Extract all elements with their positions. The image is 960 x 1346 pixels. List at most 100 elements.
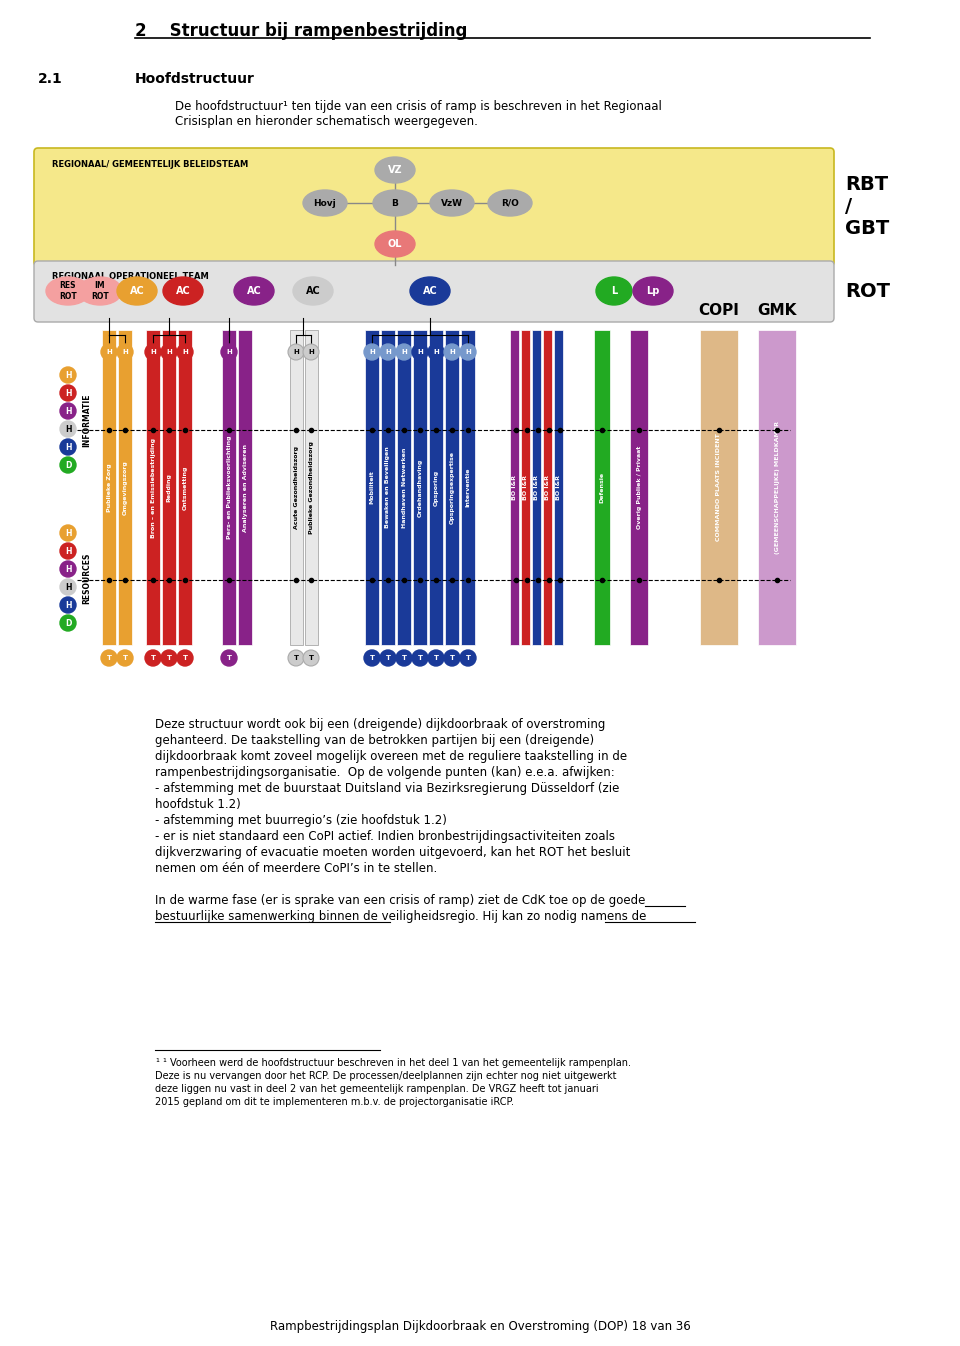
- Text: RBT
/
GBT: RBT / GBT: [845, 175, 889, 238]
- Text: gehanteerd. De taakstelling van de betrokken partijen bij een (dreigende): gehanteerd. De taakstelling van de betro…: [155, 734, 594, 747]
- Circle shape: [117, 650, 133, 666]
- Text: ¹: ¹: [155, 1058, 158, 1067]
- Text: BO I&R: BO I&R: [512, 475, 517, 499]
- Text: BO I&R: BO I&R: [523, 475, 528, 499]
- Circle shape: [303, 345, 319, 359]
- Text: H: H: [166, 349, 172, 355]
- Circle shape: [60, 615, 76, 631]
- Bar: [445, 330, 459, 645]
- Text: T: T: [401, 656, 406, 661]
- Circle shape: [60, 367, 76, 384]
- Circle shape: [161, 345, 177, 359]
- Text: T: T: [466, 656, 470, 661]
- Bar: [543, 330, 552, 645]
- Text: Mobiliteit: Mobiliteit: [370, 471, 374, 505]
- Text: T: T: [449, 656, 454, 661]
- Text: H: H: [64, 529, 71, 537]
- Text: H: H: [227, 349, 232, 355]
- Text: T: T: [294, 656, 299, 661]
- FancyBboxPatch shape: [34, 261, 834, 322]
- Text: T: T: [386, 656, 391, 661]
- Text: GMK: GMK: [757, 303, 797, 318]
- Text: BO I&R: BO I&R: [556, 475, 561, 499]
- Bar: [758, 330, 796, 645]
- Text: Publieke Zorg: Publieke Zorg: [107, 463, 111, 511]
- Circle shape: [221, 650, 237, 666]
- Text: 2.1: 2.1: [38, 71, 62, 86]
- Circle shape: [221, 345, 237, 359]
- Circle shape: [60, 579, 76, 595]
- Ellipse shape: [375, 157, 415, 183]
- Text: D: D: [65, 619, 71, 627]
- Bar: [102, 330, 116, 645]
- Text: T: T: [166, 656, 172, 661]
- Text: H: H: [449, 349, 455, 355]
- Text: H: H: [64, 583, 71, 591]
- Ellipse shape: [303, 190, 347, 215]
- Text: COMMANDO PLAATS INCIDENT: COMMANDO PLAATS INCIDENT: [716, 433, 722, 541]
- Text: BO I&R: BO I&R: [545, 475, 550, 499]
- Circle shape: [117, 345, 133, 359]
- Circle shape: [177, 345, 193, 359]
- Text: H: H: [385, 349, 391, 355]
- Circle shape: [60, 385, 76, 401]
- Text: H: H: [64, 443, 71, 451]
- Text: Ordehandhaving: Ordehandhaving: [418, 459, 422, 517]
- Bar: [305, 330, 318, 645]
- Text: T: T: [308, 656, 314, 661]
- Text: nemen om één of meerdere CoPI’s in te stellen.: nemen om één of meerdere CoPI’s in te st…: [155, 861, 437, 875]
- Text: B: B: [392, 198, 398, 207]
- Ellipse shape: [117, 277, 157, 306]
- Bar: [238, 330, 252, 645]
- Circle shape: [364, 345, 380, 359]
- Text: H: H: [370, 349, 374, 355]
- Text: H: H: [466, 349, 470, 355]
- Bar: [146, 330, 160, 645]
- Text: In de warme fase (er is sprake van een crisis of ramp) ziet de CdK toe op de goe: In de warme fase (er is sprake van een c…: [155, 894, 645, 907]
- Circle shape: [444, 650, 460, 666]
- Ellipse shape: [163, 277, 203, 306]
- Circle shape: [60, 402, 76, 419]
- Text: REGIONAAL OPERATIONEEL TEAM: REGIONAAL OPERATIONEEL TEAM: [52, 272, 208, 281]
- Text: Opsporingsexpertise: Opsporingsexpertise: [449, 451, 454, 524]
- Text: bestuurlijke samenwerking binnen de veiligheidsregio. Hij kan zo nodig namens de: bestuurlijke samenwerking binnen de veil…: [155, 910, 646, 923]
- Circle shape: [60, 525, 76, 541]
- Text: ¹ Voorheen werd de hoofdstructuur beschreven in het deel 1 van het gemeentelijk : ¹ Voorheen werd de hoofdstructuur beschr…: [163, 1058, 631, 1067]
- Bar: [521, 330, 530, 645]
- Text: R/O: R/O: [501, 198, 519, 207]
- Circle shape: [288, 345, 304, 359]
- Circle shape: [60, 542, 76, 559]
- Text: - er is niet standaard een CoPI actief. Indien bronbestrijdingsactiviteiten zoal: - er is niet standaard een CoPI actief. …: [155, 830, 615, 843]
- Text: H: H: [433, 349, 439, 355]
- Text: T: T: [107, 656, 111, 661]
- Text: Interventie: Interventie: [466, 468, 470, 507]
- Text: (GEMEENSCHAPPELIJKE) MELDKAMER: (GEMEENSCHAPPELIJKE) MELDKAMER: [775, 421, 780, 555]
- Text: H: H: [64, 600, 71, 610]
- Text: H: H: [64, 546, 71, 556]
- Text: BO I&R: BO I&R: [534, 475, 539, 499]
- Text: Acute Gezondheidszorg: Acute Gezondheidszorg: [294, 446, 299, 529]
- Text: T: T: [370, 656, 374, 661]
- Text: Hoofdstructuur: Hoofdstructuur: [135, 71, 254, 86]
- Text: Deze structuur wordt ook bij een (dreigende) dijkdoorbraak of overstroming: Deze structuur wordt ook bij een (dreige…: [155, 717, 606, 731]
- Ellipse shape: [596, 277, 632, 306]
- Text: De hoofdstructuur¹ ten tijde van een crisis of ramp is beschreven in het Regiona: De hoofdstructuur¹ ten tijde van een cri…: [175, 100, 661, 128]
- Text: Analyseren en Adviseren: Analyseren en Adviseren: [243, 443, 248, 532]
- Text: Deze is nu vervangen door het RCP. De processen/deelplannen zijn echter nog niet: Deze is nu vervangen door het RCP. De pr…: [155, 1071, 616, 1081]
- Text: H: H: [64, 424, 71, 433]
- Bar: [290, 330, 303, 645]
- Bar: [461, 330, 475, 645]
- Text: RESOURCES: RESOURCES: [82, 552, 91, 604]
- Text: AC: AC: [305, 285, 321, 296]
- Ellipse shape: [488, 190, 532, 215]
- Text: H: H: [293, 349, 299, 355]
- Circle shape: [444, 345, 460, 359]
- Text: D: D: [65, 460, 71, 470]
- Circle shape: [460, 650, 476, 666]
- Text: H: H: [150, 349, 156, 355]
- Text: H: H: [64, 370, 71, 380]
- Text: ROT: ROT: [845, 283, 890, 302]
- Circle shape: [177, 650, 193, 666]
- Text: L: L: [611, 285, 617, 296]
- Bar: [700, 330, 738, 645]
